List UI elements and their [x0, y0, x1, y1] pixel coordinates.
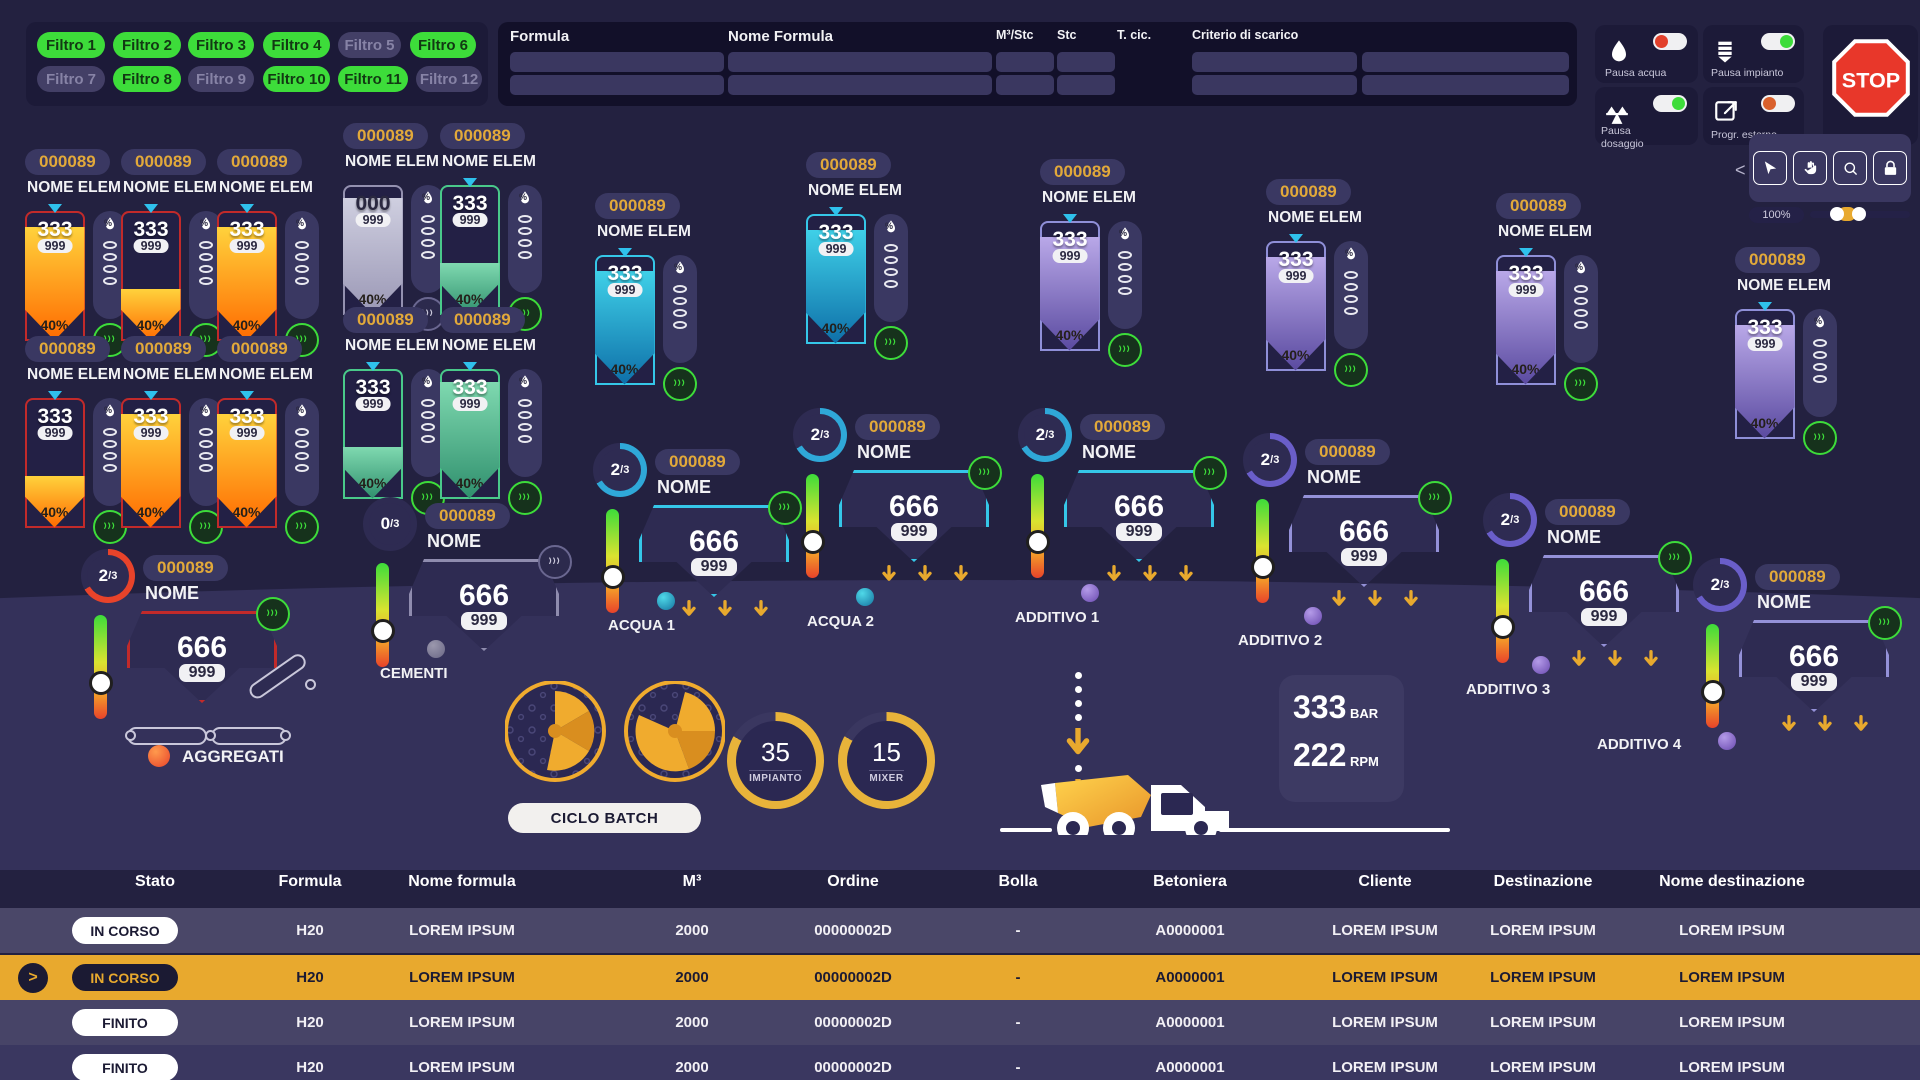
svg-text:STOP: STOP: [1842, 68, 1900, 93]
